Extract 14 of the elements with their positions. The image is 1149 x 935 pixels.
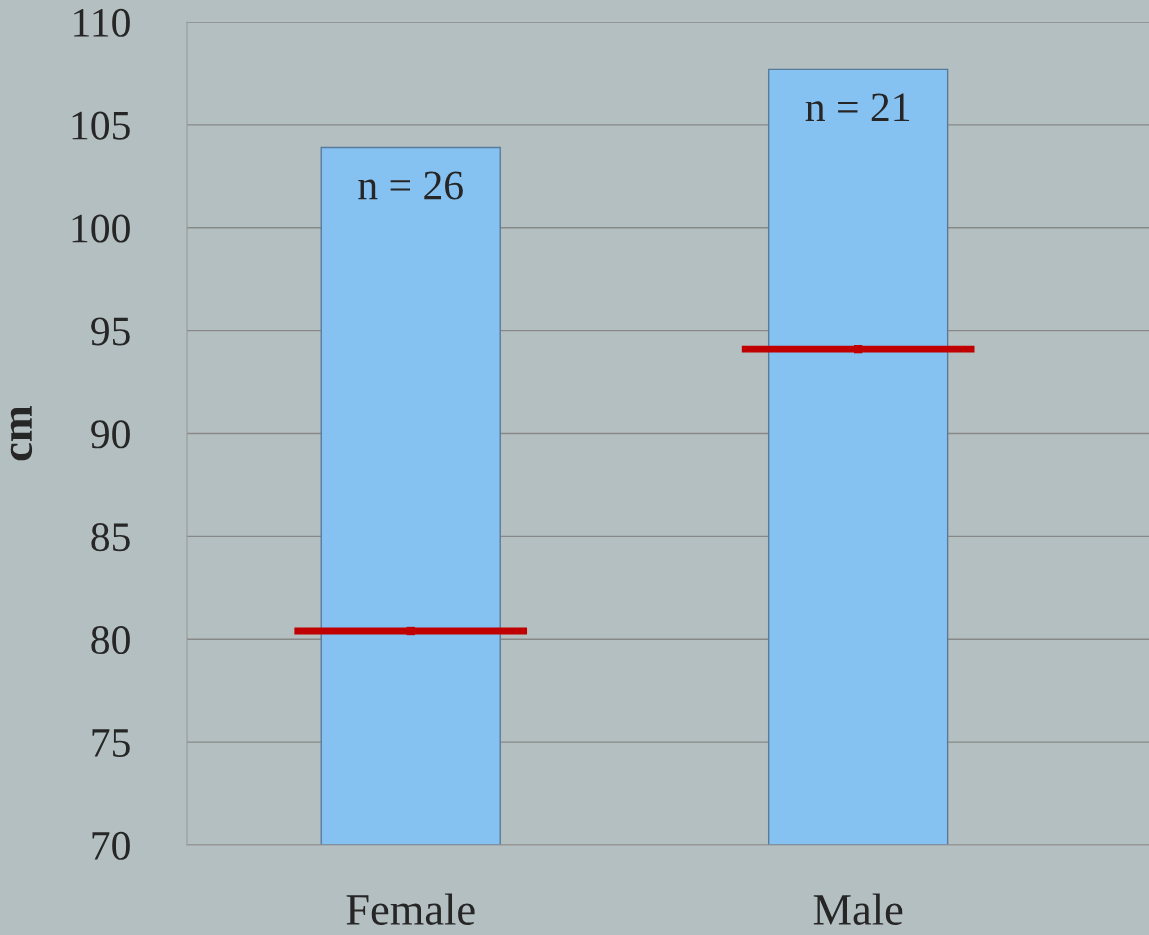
y-tick-label: 90 (91, 420, 130, 449)
y-tick-label: 110 (74, 8, 130, 37)
y-tick-label: 95 (91, 317, 130, 346)
annotation: n = 26 (358, 171, 463, 200)
y-tick-label: 70 (92, 831, 130, 860)
x-tick-label: Male (813, 893, 903, 925)
annotation: n = 21 (805, 93, 910, 122)
y-tick-label: 75 (92, 729, 130, 757)
y-tick-label: 80 (91, 626, 130, 655)
y-tick-label: 100 (72, 214, 130, 243)
x-tick-label: Female (346, 893, 475, 925)
y-axis-title: cm (10, 405, 33, 461)
y-tick-label: 105 (72, 111, 130, 140)
y-tick-label: 85 (91, 523, 130, 552)
